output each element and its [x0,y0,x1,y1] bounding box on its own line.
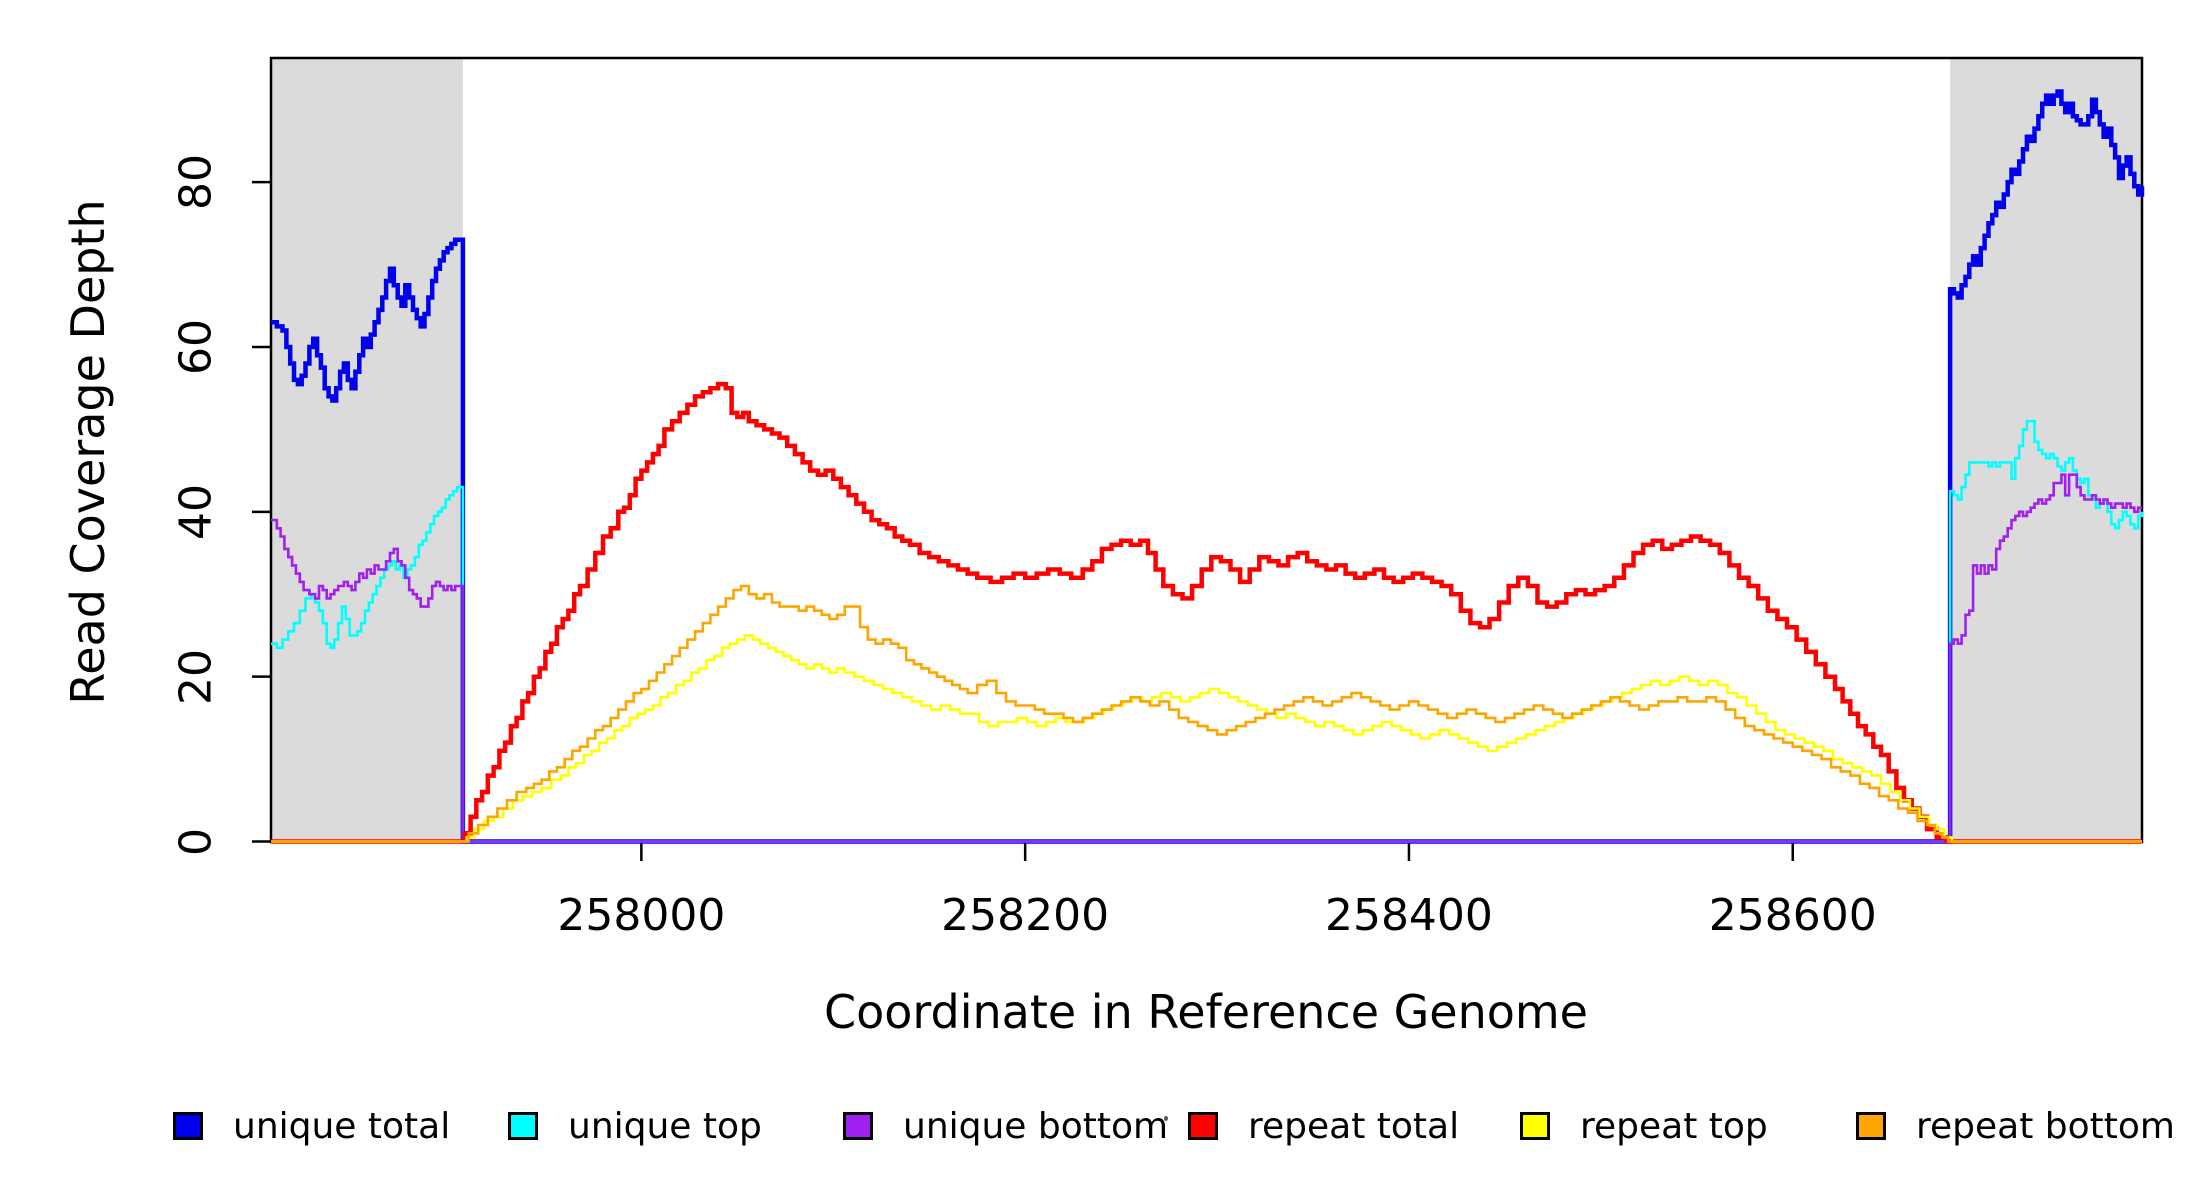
y-axis-title: Read Coverage Depth [61,199,115,705]
legend-swatch-icon [1188,1112,1218,1140]
series-repeat-bottom [271,584,2142,843]
legend-item-unique-total: unique total [173,1098,450,1154]
y-tick-label: 20 [170,648,222,705]
legend-swatch-icon [508,1112,538,1140]
x-tick-label: 258600 [1708,890,1877,941]
shaded-region [1950,58,2142,842]
legend-item-repeat-total: repeat total [1188,1098,1459,1154]
x-tick-label: 258000 [557,890,726,941]
series-unique-bottom [271,473,2142,843]
legend-item-repeat-top: repeat top [1520,1098,1768,1154]
series-repeat-top [271,634,2142,843]
legend-swatch-icon [1520,1112,1550,1140]
stray-mark [1164,1116,1168,1121]
x-axis-title: Coordinate in Reference Genome [824,985,1588,1039]
legend-label: repeat top [1580,1105,1768,1147]
series-unique-total [271,89,2145,844]
legend-item-repeat-bottom: repeat bottom [1856,1098,2175,1154]
y-tick-label: 40 [170,483,222,540]
legend-label: repeat total [1248,1105,1460,1147]
y-tick-label: 60 [170,318,222,375]
series-repeat-total [271,381,2142,844]
legend-item-unique-bottom: unique bottom [843,1098,1168,1154]
y-tick-label: 80 [170,154,222,211]
legend-item-unique-top: unique top [508,1098,762,1154]
legend: unique total unique top unique bottom repea… [0,1098,2200,1158]
legend-swatch-icon [1856,1112,1886,1140]
legend-swatch-icon [173,1112,203,1140]
x-tick-label: 258400 [1324,890,1493,941]
legend-label: repeat bottom [1916,1105,2175,1147]
shaded-region [271,58,463,842]
legend-label: unique bottom [903,1105,1169,1147]
x-tick-label: 258200 [941,890,1110,941]
y-tick-label: 0 [170,827,222,856]
legend-swatch-icon [843,1112,873,1140]
legend-label: unique total [233,1105,451,1147]
legend-label: unique top [568,1105,762,1147]
